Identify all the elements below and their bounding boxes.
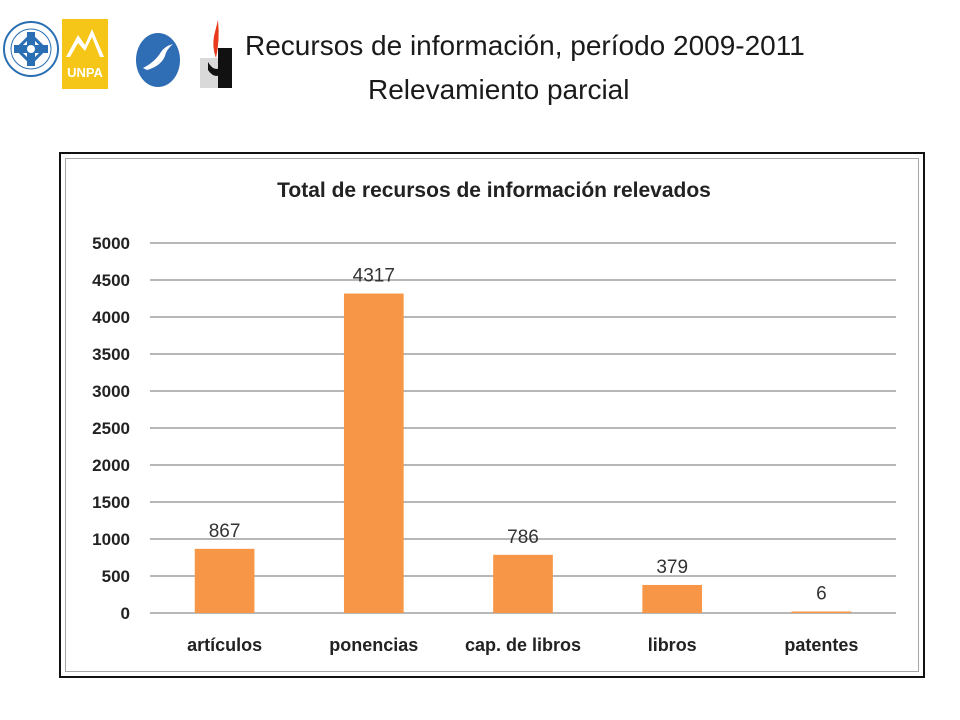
y-tick-label: 3500 [92,345,130,364]
y-tick-label: 2500 [92,419,130,438]
university-seal-icon [2,20,60,78]
slide-subtitle: Relevamiento parcial [368,74,630,105]
chart-area: Total de recursos de información relevad… [65,158,919,672]
data-label: 786 [507,527,539,548]
unpa-logo: UNPA [62,19,108,89]
slide-title: Recursos de información, período 2009-20… [190,24,960,124]
chart-title: Total de recursos de información relevad… [277,179,711,202]
y-tick-label: 4000 [92,308,130,327]
x-tick-label: ponencias [329,635,418,655]
chart-frame: Total de recursos de información relevad… [59,152,925,678]
x-tick-label: cap. de libros [465,635,581,655]
x-tick-label: artículos [187,635,262,655]
y-tick-label: 0 [121,604,130,623]
y-tick-label: 5000 [92,234,130,253]
bar-3 [642,584,703,613]
bar-2 [493,554,553,613]
data-label: 6 [816,584,827,605]
y-tick-label: 500 [102,567,130,586]
data-labels: 867 4317 786 379 6 [209,266,827,605]
data-label: 4317 [353,266,395,287]
data-label: 867 [209,521,241,542]
y-tick-label: 4500 [92,271,130,290]
slide-title-line1: Recursos de información, período 2009-20… [245,30,805,61]
flame-emblem-icon [198,18,234,88]
bars [194,293,852,613]
y-tick-label: 3000 [92,382,130,401]
y-axis-ticks: 0 500 1000 1500 2000 2500 3000 3500 4000 4500 5000 [92,234,130,623]
bar-4 [791,611,852,613]
y-tick-label: 1500 [92,493,130,512]
x-tick-label: patentes [784,635,858,655]
y-tick-label: 1000 [92,530,130,549]
y-tick-label: 2000 [92,456,130,475]
bar-0 [194,548,255,613]
bird-emblem-icon [135,32,181,88]
data-label: 379 [656,557,688,578]
bar-1 [343,293,404,613]
bar-chart: Total de recursos de información relevad… [92,179,896,655]
x-tick-label: libros [648,635,697,655]
unpa-logo-text: UNPA [67,65,103,80]
x-axis-ticks: artículos ponencias cap. de libros libros pa… [187,635,858,655]
